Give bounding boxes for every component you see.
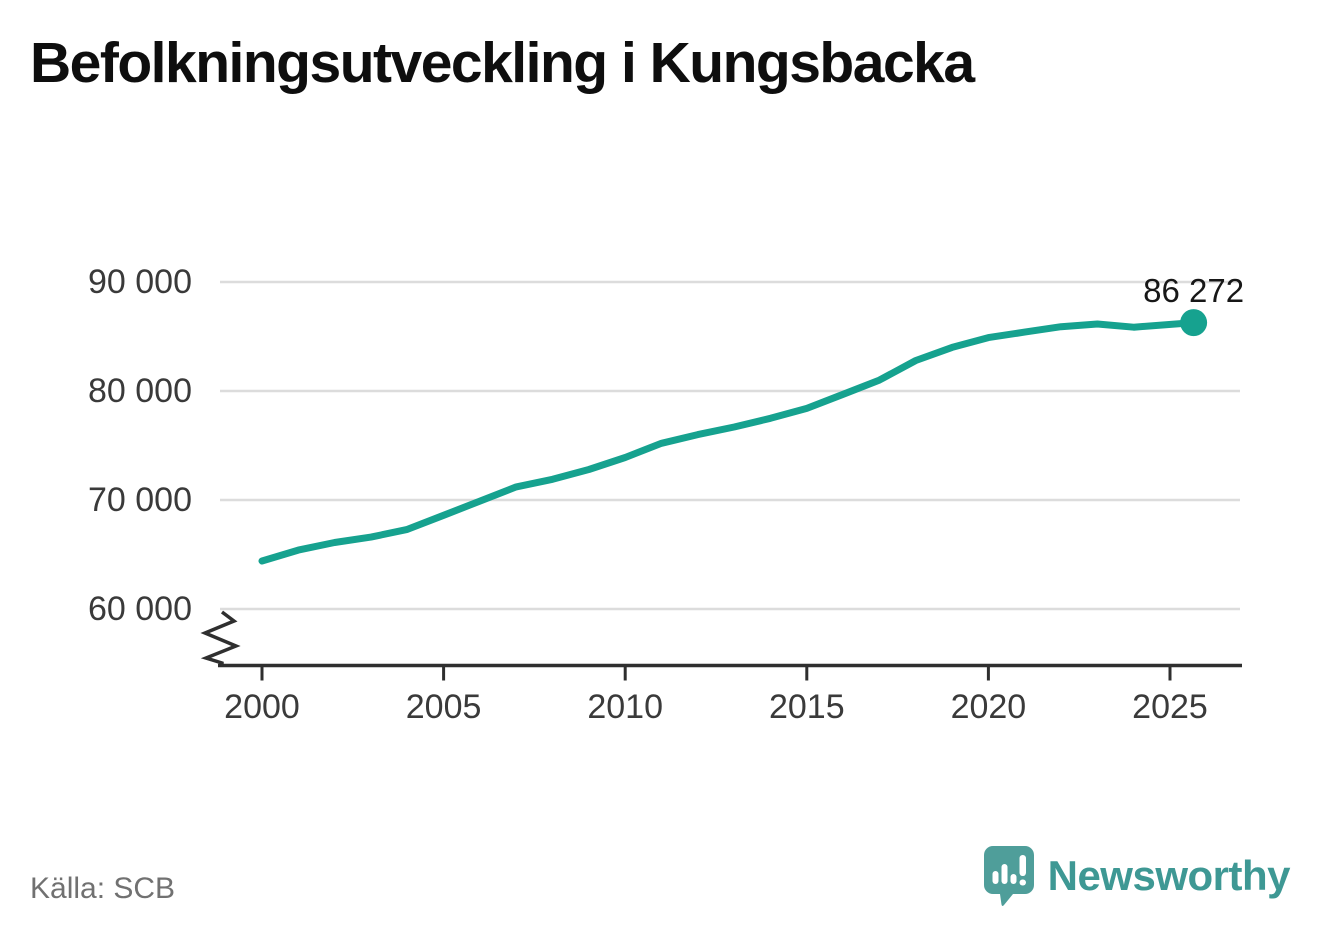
x-axis-tick-label: 2025 — [1132, 688, 1208, 726]
brand-footer: Newsworthy — [983, 845, 1291, 907]
y-axis-tick-label: 80 000 — [88, 372, 192, 410]
axis-break-icon — [200, 610, 241, 666]
source-note: Källa: SCB — [30, 872, 176, 905]
y-axis-tick-label: 90 000 — [88, 263, 192, 301]
x-axis-tick-label: 2020 — [950, 688, 1027, 726]
x-axis-tick-label: 2015 — [768, 688, 845, 726]
y-axis-tick-label: 70 000 — [88, 481, 192, 519]
chart-title: Befolkningsutveckling i Kungsbacka — [30, 31, 975, 95]
end-point-marker — [1180, 309, 1208, 337]
population-series-line — [258, 319, 1198, 565]
newsworthy-logo-icon — [983, 846, 1034, 907]
end-value-label: 86 272 — [1143, 271, 1245, 309]
x-axis-tick-label: 2000 — [224, 688, 300, 726]
brand-wordmark: Newsworthy — [1047, 852, 1291, 899]
y-axis-tick-label: 60 000 — [88, 590, 192, 628]
x-axis-tick-label: 2010 — [587, 688, 663, 726]
x-axis-tick-label: 2005 — [405, 688, 482, 726]
